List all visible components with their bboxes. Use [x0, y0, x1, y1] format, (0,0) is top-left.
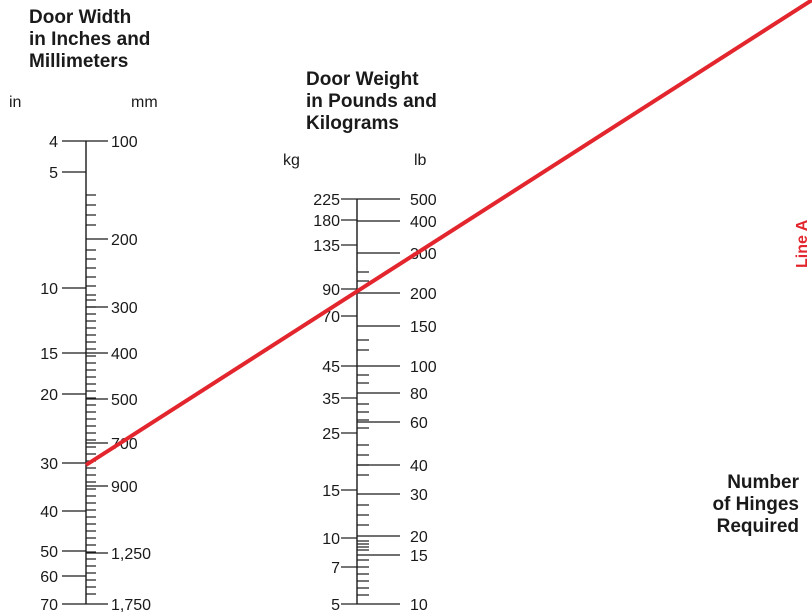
width-inch-label: 60	[40, 569, 58, 586]
width-mm-label: 1,750	[111, 597, 151, 614]
width-mm-label: 1,250	[111, 546, 151, 563]
weight-kg-label: 70	[322, 309, 340, 326]
width-inch-label: 70	[40, 597, 58, 614]
weight-kg-label: 15	[322, 483, 340, 500]
weight-lb-label: 100	[410, 359, 437, 376]
door-width-title-line-1: Door Width	[29, 7, 131, 28]
weight-kg-label: 180	[313, 213, 340, 230]
weight-lb-label: 10	[410, 597, 428, 614]
width-mm-label: 500	[111, 392, 138, 409]
door-weight-lb-unit: lb	[414, 152, 427, 169]
door-weight-title-line-2: in Pounds and	[306, 91, 437, 112]
weight-lb-label: 30	[410, 487, 428, 504]
door-width-title-line-2: in Inches and	[29, 29, 150, 50]
weight-kg-label: 90	[322, 282, 340, 299]
weight-kg-label: 5	[331, 597, 340, 614]
door-width-ticks	[62, 140, 108, 605]
door-weight-title-line-1: Door Weight	[306, 69, 419, 90]
door-weight-tick-labels: 225 180 135 90 70 45 35 25 15 10 7 5 500 400 300 200 150…	[313, 192, 437, 614]
width-mm-label: 100	[111, 134, 138, 151]
weight-lb-label: 15	[410, 548, 428, 565]
width-mm-label: 300	[111, 300, 138, 317]
weight-lb-label: 80	[410, 386, 428, 403]
weight-lb-label: 40	[410, 458, 428, 475]
weight-lb-label: 500	[410, 192, 437, 209]
weight-lb-label: 150	[410, 319, 437, 336]
width-inch-label: 50	[40, 544, 58, 561]
weight-kg-label: 35	[322, 391, 340, 408]
weight-kg-label: 45	[322, 359, 340, 376]
width-mm-label: 900	[111, 479, 138, 496]
width-inch-label: 5	[49, 165, 58, 182]
door-width-title: Door Width in Inches and Millimeters	[29, 7, 150, 72]
door-weight-ticks	[341, 198, 400, 605]
weight-lb-label: 200	[410, 286, 437, 303]
width-mm-label: 400	[111, 346, 138, 363]
width-inch-label: 20	[40, 387, 58, 404]
door-width-title-line-3: Millimeters	[29, 51, 128, 72]
door-width-inch-unit: in	[9, 94, 21, 111]
width-mm-label: 200	[111, 232, 138, 249]
door-width-mm-unit: mm	[131, 94, 158, 111]
weight-kg-label: 225	[313, 192, 340, 209]
weight-kg-label: 135	[313, 238, 340, 255]
width-inch-label: 15	[40, 346, 58, 363]
weight-lb-label: 400	[410, 214, 437, 231]
weight-lb-label: 60	[410, 415, 428, 432]
weight-lb-label: 300	[410, 246, 437, 263]
width-inch-label: 30	[40, 456, 58, 473]
hinges-required-label: Number of Hinges Required	[712, 472, 799, 537]
door-weight-title: Door Weight in Pounds and Kilograms	[306, 69, 437, 134]
width-inch-label: 40	[40, 504, 58, 521]
line-a	[84, 0, 812, 467]
weight-kg-label: 7	[331, 560, 340, 577]
weight-kg-label: 10	[322, 531, 340, 548]
door-weight-title-line-3: Kilograms	[306, 113, 399, 134]
hinges-label-line-3: Required	[717, 516, 799, 537]
width-inch-label: 10	[40, 281, 58, 298]
weight-lb-label: 20	[410, 529, 428, 546]
width-mm-label: 700	[111, 436, 138, 453]
width-inch-label: 4	[49, 134, 58, 151]
hinges-label-line-2: of Hinges	[712, 494, 799, 515]
line-a-label: Line A	[794, 219, 811, 268]
door-width-tick-labels: 4 5 10 15 20 30 40 50 60 70 100 200 300 400 500 700 900 1…	[40, 134, 151, 614]
hinges-label-line-1: Number	[727, 472, 799, 493]
door-weight-kg-unit: kg	[283, 152, 300, 169]
weight-kg-label: 25	[322, 426, 340, 443]
